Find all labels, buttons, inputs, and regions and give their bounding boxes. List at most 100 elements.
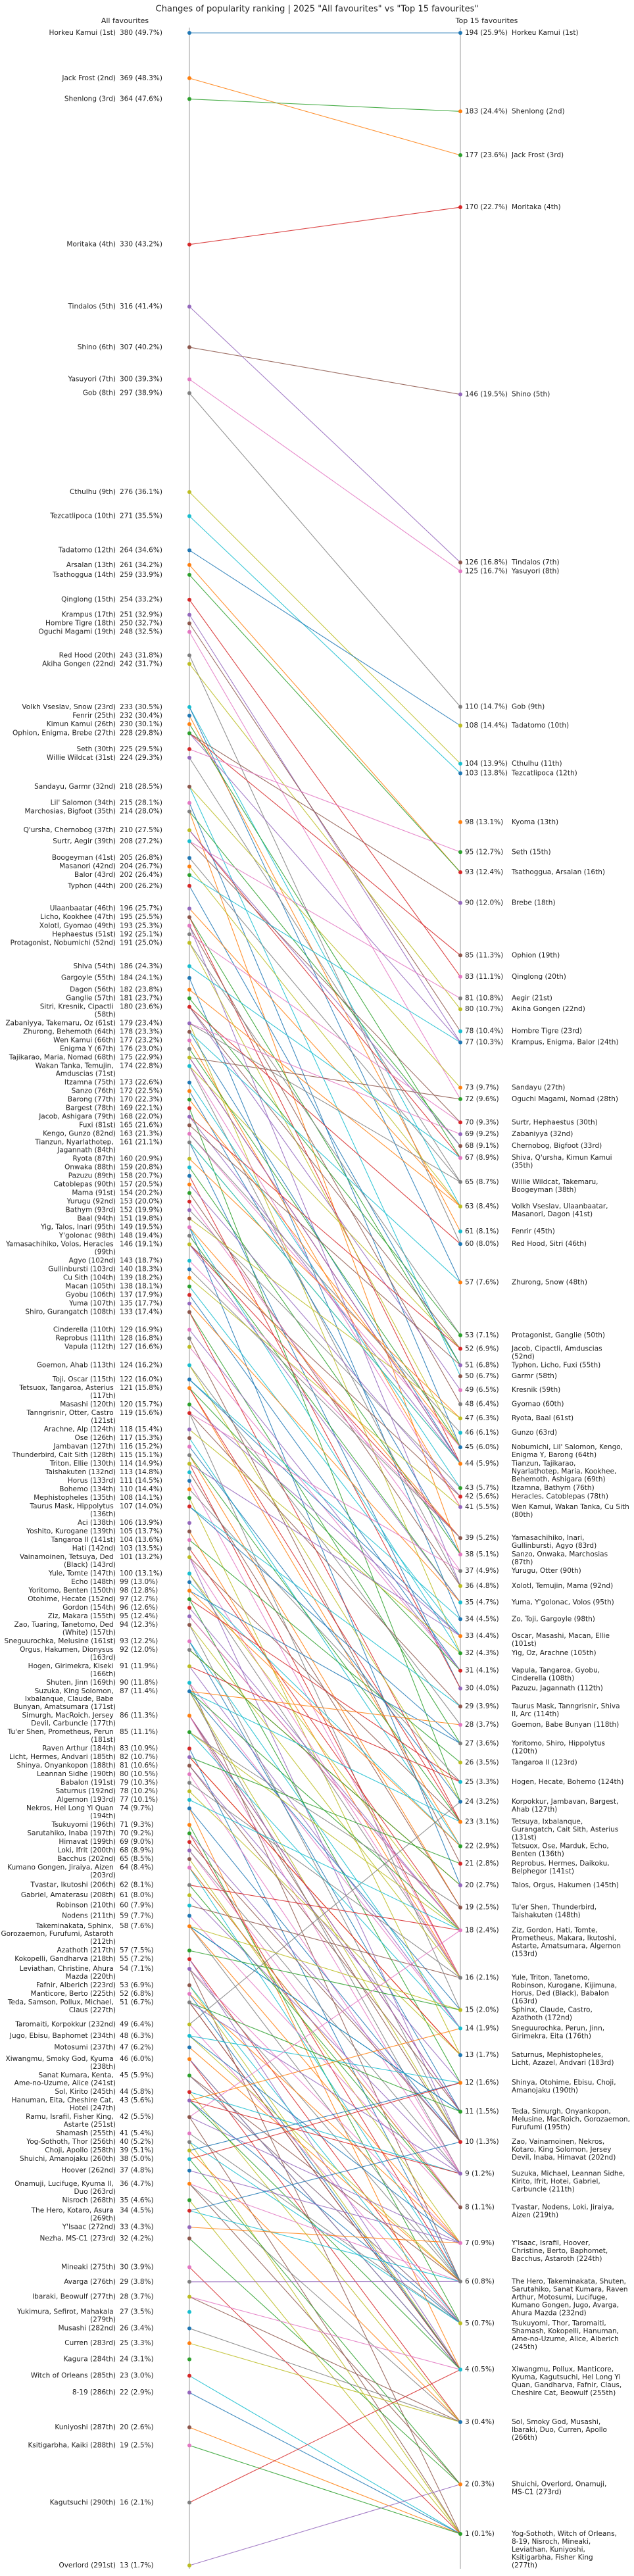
value-label: 49 (6.4%) bbox=[120, 2020, 154, 2028]
name-label: Zhurong, Behemoth (64th) bbox=[23, 1028, 116, 1036]
name-label: Dagon (56th) bbox=[70, 986, 116, 994]
slope-line bbox=[189, 1244, 461, 1539]
point bbox=[187, 1479, 191, 1483]
value-label: 242 (31.7%) bbox=[120, 660, 162, 668]
slope-line bbox=[189, 1808, 461, 2370]
value-label: 173 (22.6%) bbox=[120, 1079, 162, 1087]
point bbox=[187, 2057, 191, 2062]
value-label: 45 (6.0%) bbox=[465, 1443, 499, 1451]
point bbox=[187, 1140, 191, 1145]
name-label: Tsathoggua (14th) bbox=[52, 571, 116, 579]
value-label: 98 (13.1%) bbox=[465, 818, 503, 826]
value-label: 174 (22.8%) bbox=[120, 1062, 162, 1070]
slope-line bbox=[189, 1950, 461, 2011]
slope-line bbox=[189, 2267, 461, 2535]
slope-line bbox=[189, 2082, 461, 2151]
name-label: Vapula (112th) bbox=[64, 1343, 116, 1350]
name-label: Shino (6th) bbox=[78, 343, 116, 351]
point bbox=[458, 1156, 462, 1160]
name-label: Bohemo (134th) bbox=[59, 1485, 116, 1493]
value-label: 165 (21.6%) bbox=[120, 1122, 162, 1129]
value-label: 42 (5.5%) bbox=[120, 2113, 154, 2121]
point bbox=[187, 906, 191, 911]
value-label: 54 (7.1%) bbox=[120, 1965, 154, 1973]
name-label: Taurus Mask, Tanngrisnir, Shiva II, Arc … bbox=[511, 1702, 622, 1718]
point bbox=[187, 1983, 191, 1988]
value-label: 24 (3.2%) bbox=[465, 1798, 499, 1806]
slope-line bbox=[189, 1581, 461, 1847]
point bbox=[187, 345, 191, 349]
point bbox=[458, 1347, 462, 1351]
slope-line bbox=[189, 733, 461, 904]
point bbox=[187, 1948, 191, 1953]
slope-line bbox=[189, 1691, 461, 2010]
slope-line bbox=[189, 1133, 461, 1448]
value-label: 58 (7.6%) bbox=[120, 1922, 154, 1930]
point bbox=[458, 1975, 462, 1980]
point bbox=[187, 755, 191, 760]
name-label: Raven Arthur (184th) bbox=[42, 1745, 116, 1752]
point bbox=[187, 1123, 191, 1127]
name-label: Kimun Kamui (26th) bbox=[47, 720, 116, 728]
slope-line bbox=[189, 1598, 461, 2083]
name-label: Moritaka (4th) bbox=[512, 203, 561, 211]
name-label: Baal (94th) bbox=[77, 1215, 116, 1223]
point bbox=[458, 820, 462, 824]
point bbox=[187, 873, 191, 878]
name-label: Pazuzu, Jagannath (112th) bbox=[512, 1685, 603, 1693]
value-label: 36 (4.7%) bbox=[120, 2180, 154, 2188]
name-label: Nekros, Hel Long Yi Quan (194th) bbox=[26, 1804, 116, 1820]
slope-line bbox=[189, 1590, 461, 1847]
name-label: Ryota, Baal (61st) bbox=[512, 1414, 573, 1422]
value-label: 224 (29.3%) bbox=[120, 754, 162, 762]
value-label: 16 (2.1%) bbox=[465, 1974, 499, 1982]
slope-line bbox=[189, 1006, 461, 1245]
point bbox=[187, 1597, 191, 1602]
point bbox=[187, 1746, 191, 1751]
value-label: 73 (9.7%) bbox=[465, 1083, 499, 1091]
slope-line bbox=[189, 916, 461, 1366]
slope-line bbox=[189, 1691, 461, 1931]
point bbox=[187, 1823, 191, 1827]
point bbox=[187, 1623, 191, 1627]
name-label: Krampus (17th) bbox=[62, 611, 116, 619]
slope-line bbox=[189, 1833, 461, 2143]
slope-line bbox=[189, 2342, 461, 2423]
slope-line bbox=[189, 2002, 461, 2370]
point bbox=[458, 1552, 462, 1557]
name-label: Bargest (78th) bbox=[66, 1104, 116, 1112]
point bbox=[458, 1333, 462, 1337]
slope-line bbox=[189, 1066, 461, 1508]
point bbox=[187, 1284, 191, 1289]
name-label: Gabriel, Amaterasu (208th) bbox=[21, 1891, 116, 1899]
left-axis-title: All favourites bbox=[101, 16, 149, 25]
name-label: Zhurong, Snow (48th) bbox=[512, 1278, 587, 1286]
name-label: Toji, Oscar (115th) bbox=[52, 1375, 116, 1383]
value-label: 51 (6.8%) bbox=[465, 1361, 499, 1369]
name-label: Shiva, Q'ursha, Kimun Kamui (35th) bbox=[512, 1154, 614, 1170]
slope-line bbox=[189, 1858, 461, 2244]
slope-line bbox=[189, 564, 461, 873]
point bbox=[187, 1199, 191, 1204]
slope-line bbox=[189, 1489, 461, 1783]
value-label: 108 (14.4%) bbox=[465, 722, 508, 730]
value-label: 124 (16.2%) bbox=[120, 1361, 162, 1369]
point bbox=[187, 1276, 191, 1280]
slope-line bbox=[189, 857, 461, 1183]
slope-line bbox=[189, 1841, 461, 2143]
name-label: Sol, Smoky God, Musashi, Ibaraki, Duo, C… bbox=[512, 2418, 609, 2442]
name-label: 8-19 (286th) bbox=[72, 2389, 116, 2396]
name-label: Ganglie (57th) bbox=[66, 995, 116, 1003]
slope-line bbox=[189, 1312, 461, 1822]
point bbox=[458, 2367, 462, 2372]
slope-line bbox=[189, 1057, 461, 1464]
value-label: 38 (5.1%) bbox=[465, 1550, 499, 1558]
value-label: 2 (0.3%) bbox=[465, 2481, 495, 2489]
name-label: Agyo (102nd) bbox=[69, 1257, 116, 1265]
value-label: 80 (10.7%) bbox=[465, 1005, 503, 1013]
slope-line bbox=[189, 1049, 461, 1448]
value-label: 157 (20.5%) bbox=[120, 1181, 162, 1189]
point bbox=[458, 2008, 462, 2012]
name-label: Cu Sith (104th) bbox=[63, 1274, 116, 1282]
point bbox=[187, 1648, 191, 1652]
